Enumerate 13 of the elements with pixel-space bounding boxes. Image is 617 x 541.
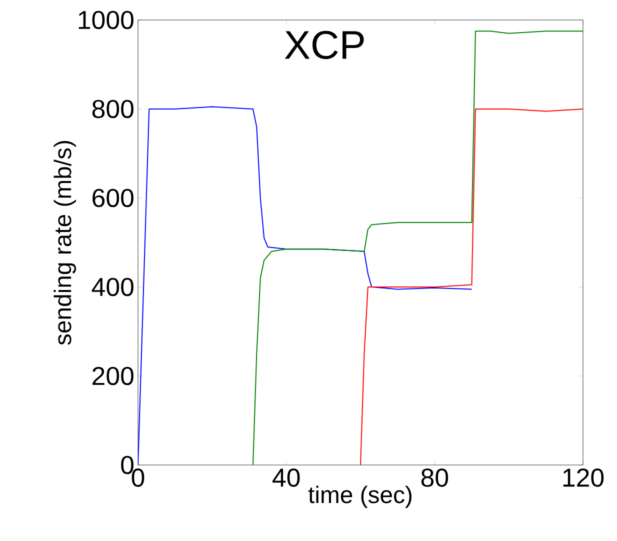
- line-series: [138, 106, 472, 465]
- y-tick-label: 0: [121, 456, 134, 474]
- x-tick-label: 40: [272, 468, 300, 487]
- y-tick-label: 200: [92, 366, 134, 386]
- y-axis-title: sending rate (mb/s): [54, 141, 76, 345]
- x-tick-label: 120: [563, 468, 604, 487]
- y-tick-label: 600: [92, 188, 134, 208]
- x-tick-label: 80: [421, 468, 448, 487]
- chart-title: XCP: [284, 30, 364, 60]
- y-tick-label: 400: [92, 278, 134, 296]
- x-axis-title: time (sec): [308, 486, 412, 508]
- y-tick-label: 1000: [78, 10, 134, 30]
- y-tick-label: 800: [92, 100, 134, 118]
